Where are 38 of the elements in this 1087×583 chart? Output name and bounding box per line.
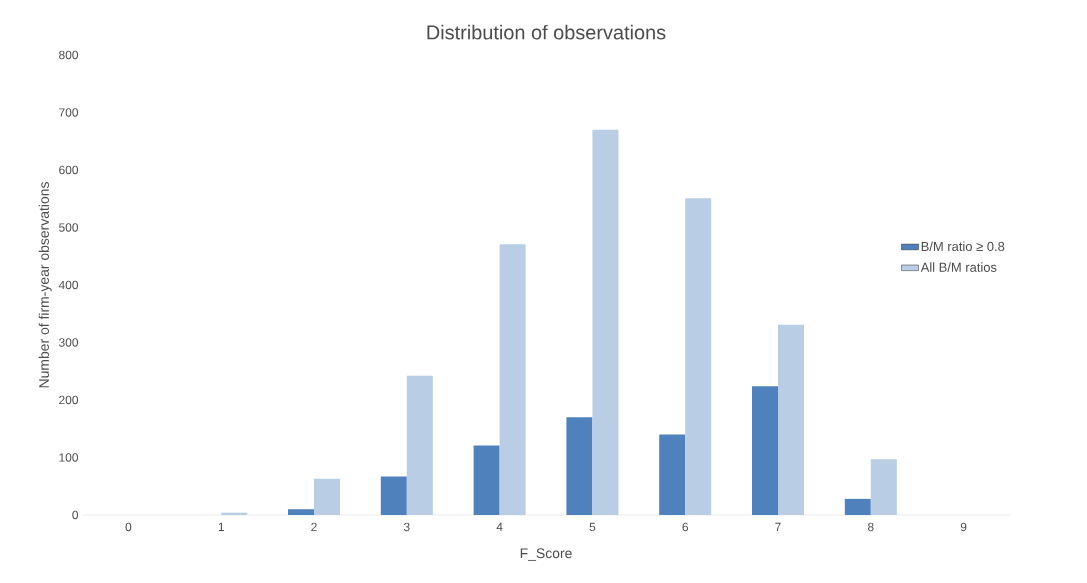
- x-tick-label: 1: [218, 522, 224, 531]
- bar: [473, 445, 500, 515]
- bar: [380, 476, 407, 515]
- bar: [499, 244, 526, 515]
- bar: [685, 198, 712, 515]
- bar: [566, 417, 593, 515]
- y-tick-label: 100: [59, 453, 79, 462]
- bar: [870, 459, 897, 515]
- bar: [844, 498, 871, 515]
- y-tick-label: 600: [59, 165, 79, 175]
- y-tick-label: 0: [72, 510, 79, 520]
- y-tick-label: 700: [59, 108, 79, 117]
- y-tick-label: 400: [58, 280, 79, 290]
- x-tick-label: 3: [403, 522, 410, 532]
- x-tick-label: 4: [496, 522, 503, 531]
- x-tick-label: 7: [775, 522, 781, 531]
- legend-label: B/M ratio ≥ 0.8: [921, 241, 1005, 252]
- x-tick-label: 8: [868, 522, 874, 532]
- bar: [778, 324, 805, 515]
- x-tick-label: 2: [311, 522, 317, 532]
- y-tick-label: 200: [59, 395, 79, 405]
- y-tick-label: 500: [59, 223, 79, 232]
- bar: [752, 386, 779, 515]
- bar: [406, 375, 433, 515]
- x-axis-title: F_Score: [520, 548, 572, 561]
- bar: [592, 129, 619, 515]
- x-tick-label: 9: [960, 522, 967, 532]
- y-tick-label: 300: [59, 338, 79, 347]
- x-tick-label: 5: [589, 522, 596, 532]
- bar: [314, 478, 341, 515]
- bar: [659, 434, 686, 515]
- x-tick-label: 6: [682, 522, 689, 532]
- x-tick-label: 0: [125, 522, 132, 532]
- legend-label: All B/M ratios: [920, 262, 997, 272]
- bar: [288, 509, 315, 515]
- y-tick-label: 800: [59, 50, 79, 60]
- chart-title: Distribution of observations: [427, 24, 666, 40]
- y-axis-title: Number of firm-year observations: [38, 182, 52, 388]
